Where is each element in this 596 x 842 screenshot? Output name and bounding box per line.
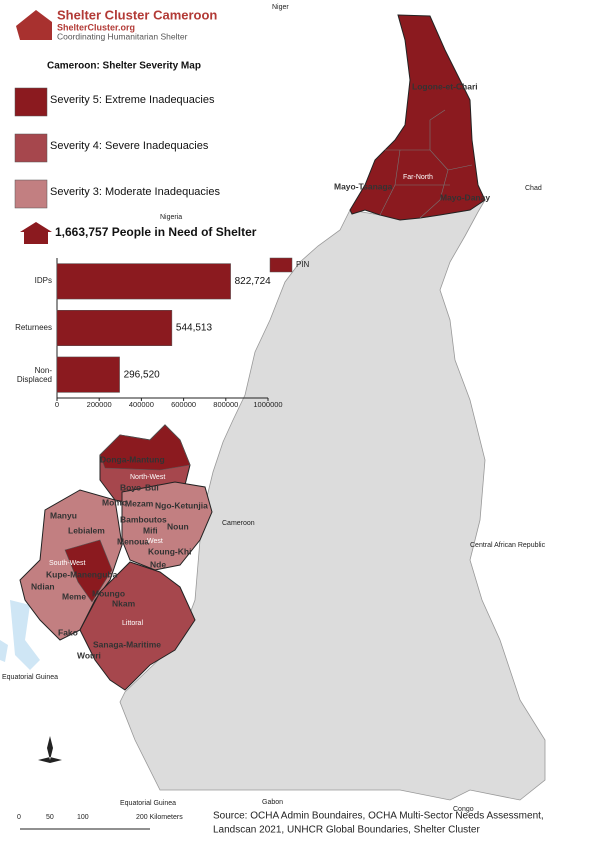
- x-tick-label: 600000: [171, 400, 196, 409]
- district-label: Lebialem: [68, 525, 105, 535]
- district-label: Koung-Khi: [148, 546, 191, 556]
- source-line: Source: OCHA Admin Boundaires, OCHA Mult…: [213, 811, 544, 822]
- legend-swatch: [14, 87, 48, 117]
- region-label: Far-North: [403, 174, 433, 181]
- bar: [56, 356, 120, 393]
- bar: [56, 263, 231, 300]
- district-label: Ngo-Ketunjia: [155, 500, 208, 510]
- district-label: Boyo: [120, 482, 141, 492]
- x-tick-label: 400000: [129, 400, 154, 409]
- far-north-region: [349, 14, 486, 221]
- country-label: Equatorial Guinea: [120, 800, 176, 807]
- value-label: 822,724: [235, 276, 272, 287]
- district-label: Kupe-Manenguba: [46, 569, 118, 579]
- district-label: Meme: [62, 591, 86, 601]
- region-label: South-West: [49, 560, 85, 567]
- district-label: Moungo: [92, 588, 125, 598]
- country-label: Niger: [272, 4, 289, 11]
- country-label: Central African Republic: [470, 542, 546, 549]
- water: [0, 640, 8, 662]
- x-tick-label: 1000000: [253, 400, 282, 409]
- donga-mantung-district: [99, 424, 191, 471]
- region-label: North-West: [130, 474, 165, 481]
- country-label: Gabon: [262, 799, 283, 806]
- cameroon-land: [119, 199, 546, 801]
- y-tick-label: Non-Displaced: [16, 365, 52, 384]
- district-label: Wouri: [77, 650, 101, 660]
- district-border: [379, 109, 473, 219]
- district-label: Nde: [150, 559, 166, 569]
- region-label: West: [147, 538, 163, 545]
- littoral-region: [79, 561, 196, 691]
- scale-label: 100: [77, 814, 89, 821]
- country-label: Cameroon: [222, 520, 255, 527]
- district-label: Donga-Mantung: [100, 454, 165, 464]
- x-tick-label: 800000: [213, 400, 238, 409]
- bar: [56, 310, 173, 346]
- legend-label: PIN: [296, 260, 310, 269]
- district-label: Menoua: [117, 536, 149, 546]
- compass: [38, 736, 62, 763]
- district-label: Momo: [102, 497, 127, 507]
- legend-label: Severity 3: Moderate Inadequacies: [50, 186, 220, 198]
- country-label: Nigeria: [160, 214, 182, 221]
- legend-swatch: [14, 133, 48, 163]
- district-label: Manyu: [50, 510, 77, 520]
- water: [10, 600, 40, 670]
- logo-icon: [16, 10, 52, 40]
- district-label: Mezam: [125, 498, 154, 508]
- header-site: ShelterCluster.org: [57, 22, 135, 32]
- district-label: Logone-et-Chari: [412, 81, 478, 91]
- y-tick-label: Returnees: [15, 323, 52, 332]
- logo-box: [12, 4, 270, 44]
- header-title: Shelter Cluster Cameroon: [57, 7, 217, 22]
- y-tick-label: IDPs: [34, 276, 52, 286]
- district-label: Mayo-Tsanaga: [334, 181, 393, 191]
- bar-chart: 0 200000 400000 600000 800000 1000000 822,724 5…: [55, 257, 310, 409]
- x-tick-label: 200000: [87, 400, 112, 409]
- legend-label: Severity 5: Extreme Inadequacies: [50, 94, 215, 106]
- country-label: Equatorial Guinea: [2, 674, 58, 681]
- legend: Severity 5: Extreme Inadequacies Severity…: [14, 87, 220, 209]
- west-region: [121, 481, 213, 571]
- kupe-manenguba-district: [64, 539, 113, 603]
- legend-swatch: [269, 257, 293, 273]
- district-label: Bamboutos: [120, 514, 167, 524]
- legend-swatch: [14, 179, 48, 209]
- district-label: Ndian: [31, 581, 55, 591]
- scale-label: 200 Kilometers: [136, 814, 183, 821]
- scale-label: 50: [46, 814, 54, 821]
- x-tick-label: 0: [55, 400, 59, 409]
- pin-total: 1,663,757 People in Need of Shelter: [55, 225, 257, 239]
- region-label: Littoral: [122, 620, 143, 627]
- district-label: Mifi: [143, 525, 158, 535]
- district-label: Sanaga-Maritime: [93, 639, 161, 649]
- country-label: Congo: [453, 806, 474, 813]
- value-label: 296,520: [124, 369, 161, 380]
- source-line: Landscan 2021, UNHCR Global Boundaries, …: [213, 825, 480, 836]
- house-icon: [20, 222, 52, 244]
- map-title: Cameroon: Shelter Severity Map: [47, 61, 201, 72]
- legend-label: Severity 4: Severe Inadequacies: [50, 140, 209, 152]
- country-label: Chad: [525, 185, 542, 192]
- district-label: Bui: [145, 482, 159, 492]
- value-label: 544,513: [176, 323, 213, 334]
- scale-label: 0: [17, 814, 21, 821]
- district-label: Noun: [167, 521, 189, 531]
- district-label: Mayo-Danay: [440, 192, 490, 202]
- district-label: Nkam: [112, 598, 136, 608]
- district-label: Fako: [58, 627, 78, 637]
- header-tagline: Coordinating Humanitarian Shelter: [57, 31, 188, 41]
